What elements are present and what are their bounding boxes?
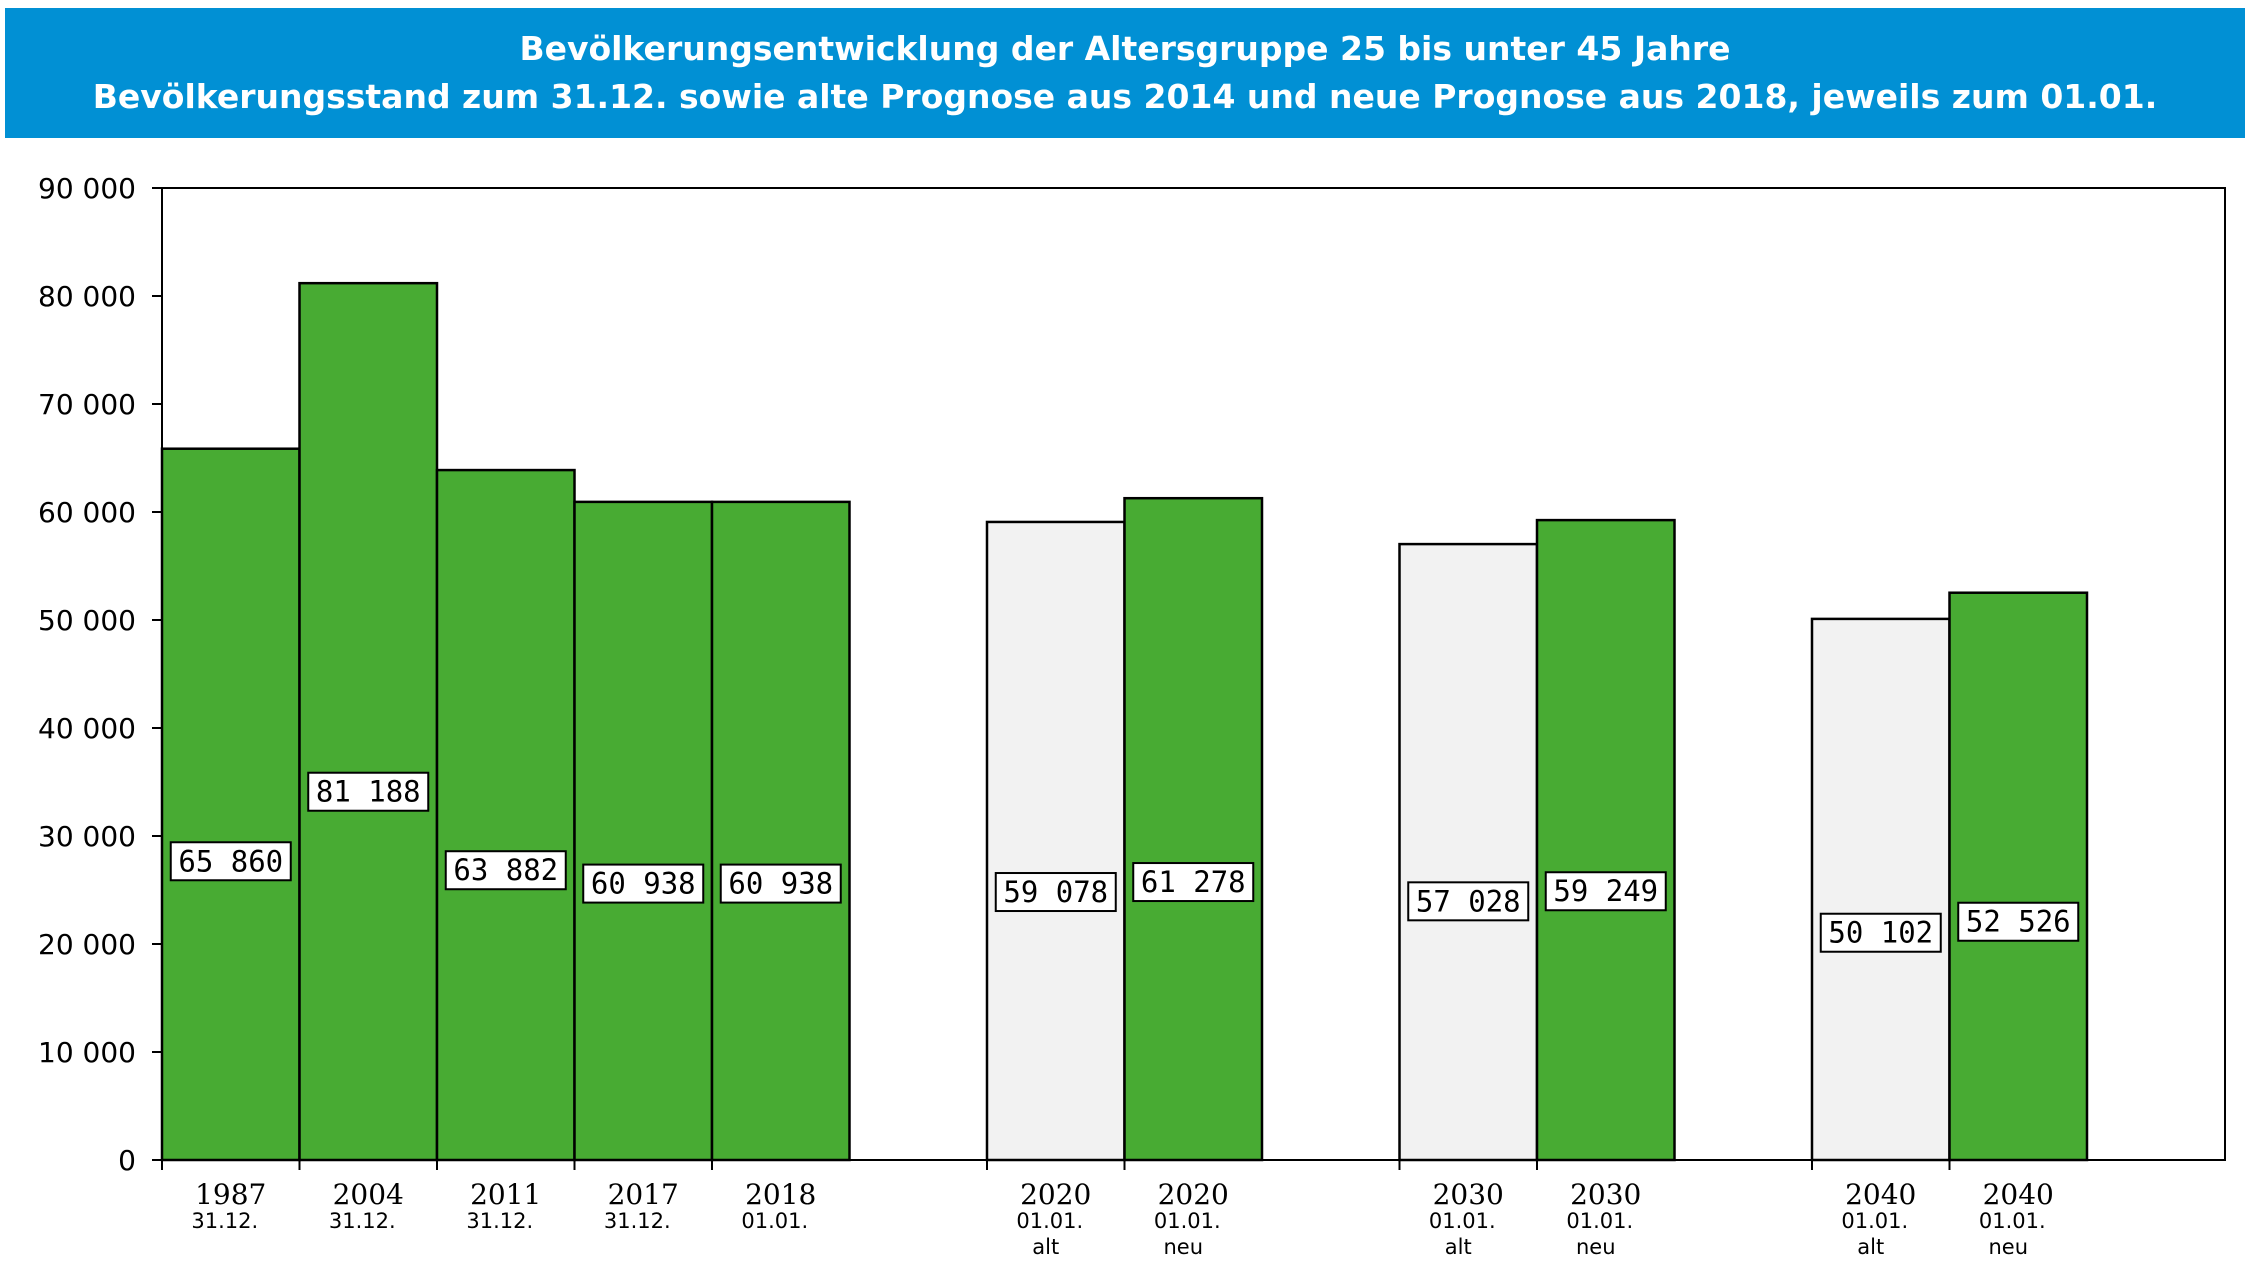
x-label-variant: neu [1163,1235,1203,1259]
x-label-variant: alt [1445,1235,1472,1259]
bar [160,447,301,1162]
value-label: 60 938 [591,867,696,901]
x-label-date: 31.12. [191,1209,258,1233]
chart-title-band: Bevölkerungsentwicklung der Altersgruppe… [5,8,2245,138]
value-label: 59 078 [1003,875,1108,909]
x-label-date: 01.01. [1016,1209,1083,1233]
x-label-date: 31.12. [466,1209,533,1233]
value-label: 52 526 [1966,905,2071,939]
chart-subtitle: Bevölkerungsstand zum 31.12. sowie alte … [92,77,2158,116]
y-tick-label: 0 [118,1144,136,1177]
value-label: 81 188 [316,775,421,809]
x-label-variant: alt [1857,1235,1884,1259]
x-label-year: 2040 [1983,1178,2054,1211]
y-tick-label: 80 000 [38,280,136,313]
value-label: 50 102 [1828,916,1933,950]
x-label-variant: neu [1988,1235,2028,1259]
value-label: 65 860 [178,844,283,878]
bar [573,500,714,1162]
y-tick-label: 70 000 [38,388,136,421]
x-label-date: 01.01. [1979,1209,2046,1233]
x-label-date: 31.12. [604,1209,671,1233]
x-label-date: 01.01. [1566,1209,1633,1233]
value-label: 60 938 [728,867,833,901]
bar [1123,496,1264,1162]
value-label-box [1132,862,1255,903]
value-label-box [994,872,1117,913]
value-label-box [1407,881,1530,922]
y-tick-label: 30 000 [38,820,136,853]
value-label-box [1957,901,2080,942]
value-label-box [719,863,842,904]
x-label-year: 2030 [1570,1178,1641,1211]
y-tick-label: 20 000 [38,928,136,961]
x-label-year: 2004 [333,1178,404,1211]
bar [1810,617,1951,1162]
chart-title: Bevölkerungsentwicklung der Altersgruppe… [519,29,1731,68]
value-label-box [169,841,292,882]
y-tick-label: 10 000 [38,1036,136,1069]
value-label-box [307,771,430,812]
x-label-variant: neu [1576,1235,1616,1259]
bar [1535,518,1676,1162]
bar [298,281,439,1162]
x-label-year: 2018 [745,1178,816,1211]
value-label-box [582,863,705,904]
value-label-box [1819,912,1942,953]
x-label-year: 2020 [1020,1178,1091,1211]
y-tick-label: 40 000 [38,712,136,745]
bar [985,520,1126,1162]
x-label-year: 2017 [608,1178,679,1211]
x-label-date: 31.12. [329,1209,396,1233]
x-label-year: 2030 [1433,1178,1504,1211]
x-label-year: 2011 [470,1178,541,1211]
value-label-box [1544,871,1667,912]
bar [1398,542,1539,1162]
x-label-date: 01.01. [741,1209,808,1233]
bar [435,468,576,1162]
value-label: 57 028 [1416,884,1521,918]
y-tick-label: 50 000 [38,604,136,637]
x-label-year: 2040 [1845,1178,1916,1211]
x-label-date: 01.01. [1154,1209,1221,1233]
bar [1948,591,2089,1162]
x-label-date: 01.01. [1429,1209,1496,1233]
y-tick-label: 90 000 [38,172,136,205]
x-label-year: 1987 [195,1178,266,1211]
value-label: 59 249 [1553,874,1658,908]
value-label: 63 882 [453,853,558,887]
x-label-year: 2020 [1158,1178,1229,1211]
value-label-box [444,850,567,891]
bar [710,500,851,1162]
value-label: 61 278 [1141,865,1246,899]
y-tick-label: 60 000 [38,496,136,529]
x-label-date: 01.01. [1841,1209,1908,1233]
x-label-variant: alt [1032,1235,1059,1259]
